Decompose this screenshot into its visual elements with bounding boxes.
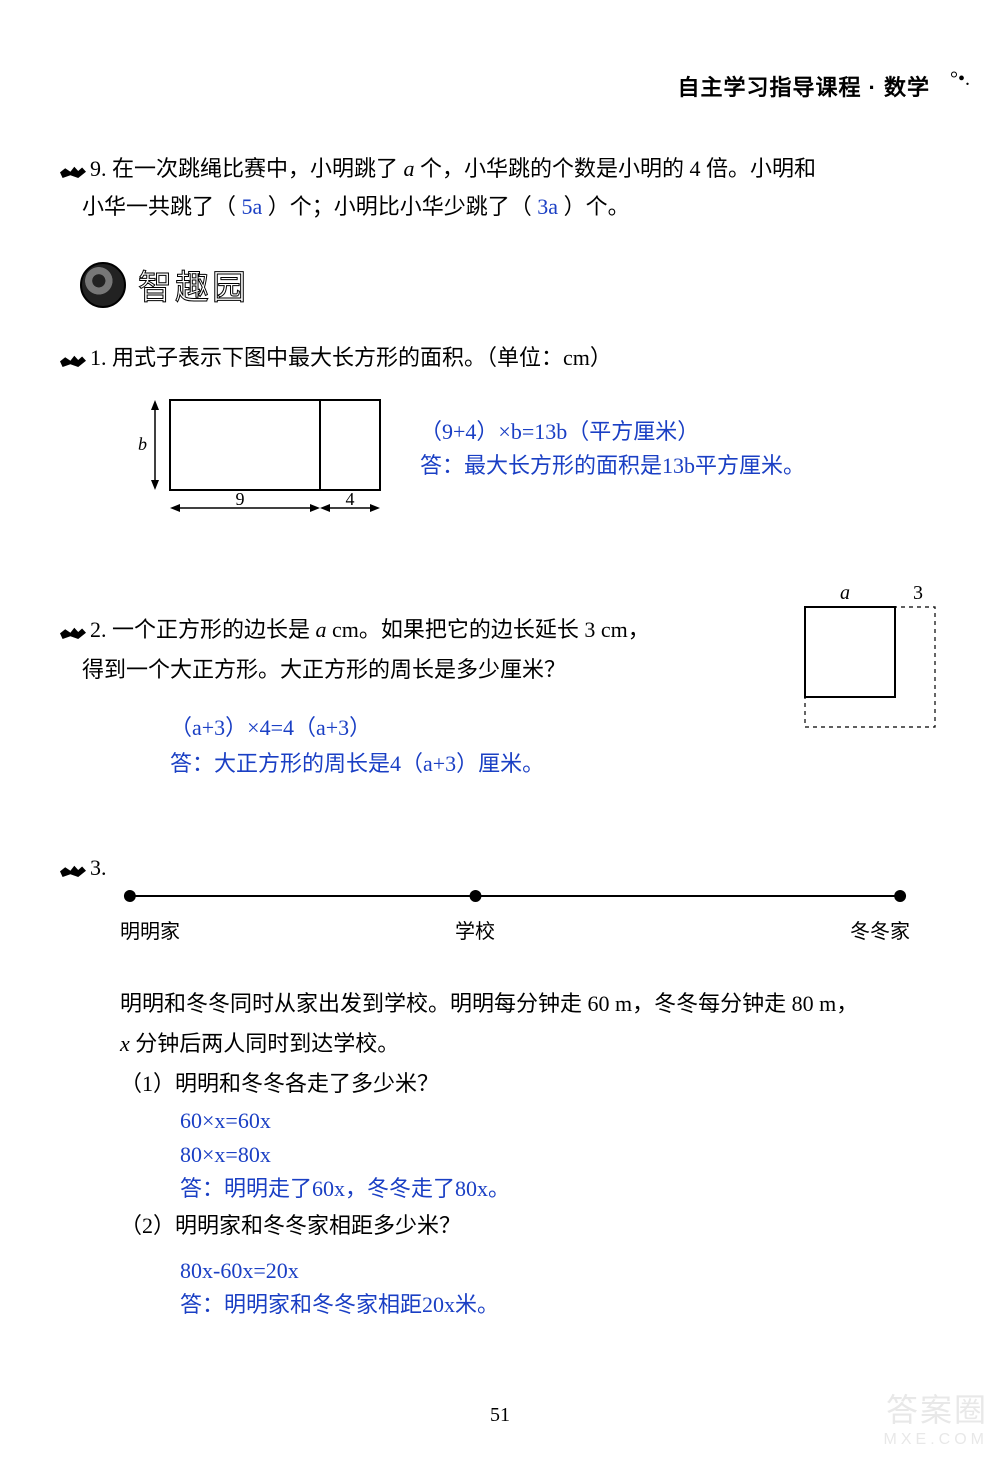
q1-text: 用式子表示下图中最大长方形的面积。（单位：cm） — [112, 345, 612, 370]
q3-s1-a2: 80×x=80x — [180, 1142, 271, 1167]
face-icon — [80, 262, 126, 308]
q3-labels: 明明家 学校 冬冬家 — [120, 915, 910, 944]
header-title: 自主学习指导课程 · 数学 — [677, 75, 930, 100]
q3-s1-a3: 答：明明走了60x，冬冬走了80x。 — [180, 1176, 510, 1201]
fig2-label-a: a — [840, 585, 850, 604]
page-root: 自主学习指导课程 · 数学 °•. 9. 在一次跳绳比赛中，小明跳了 a 个，小… — [0, 0, 1000, 1465]
watermark-big: 答案圈 — [886, 1392, 988, 1428]
q2-var-a: a — [316, 617, 327, 642]
q2-ans-1: （a+3）×4=4（a+3） — [170, 715, 371, 740]
zhiqu-title: 智趣园 — [138, 260, 249, 309]
q1-answer: （9+4）×b=13b（平方厘米） 答：最大长方形的面积是13b平方厘米。 — [420, 415, 970, 483]
q3-p2: 分钟后两人同时到达学校。 — [130, 1031, 400, 1056]
question-3: 3. 明明家 学校 冬冬家 明明和冬冬同时从家出发到学校。明明每分钟走 60 m… — [60, 855, 940, 1322]
fig-label-b: b — [138, 434, 147, 454]
q3-sub1-q: （1）明明和冬冬各走了多少米？ — [120, 1071, 439, 1096]
q9-text-a: 在一次跳绳比赛中，小明跳了 — [112, 156, 404, 181]
q3-sub2-ans: 80x-60x=20x 答：明明家和冬冬家相距20x米。 — [180, 1254, 910, 1322]
section-zhiquyuan: 智趣园 — [80, 260, 249, 309]
q3-sub2-q: （2）明明家和冬冬家相距多少米？ — [120, 1213, 461, 1238]
q2-text-b: cm。如果把它的边长延长 3 cm， — [327, 617, 650, 642]
q3-var-x: x — [120, 1031, 130, 1056]
q2-figure: a 3 — [795, 585, 945, 735]
q3-s1-a1: 60×x=60x — [180, 1108, 271, 1133]
q3-number-line — [120, 881, 910, 911]
q3-label-right: 冬冬家 — [850, 915, 910, 944]
question-2: 2. 一个正方形的边长是 a cm。如果把它的边长延长 3 cm， 得到一个大正… — [60, 610, 780, 690]
watermark: 答案圈 MXE.COM — [884, 1395, 988, 1455]
q2-ans-2: 答：大正方形的周长是4（a+3）厘米。 — [170, 751, 544, 776]
q2-text-a: 一个正方形的边长是 — [112, 617, 316, 642]
q3-sub1-ans: 60×x=60x 80×x=80x 答：明明走了60x，冬冬走了80x。 — [180, 1104, 910, 1206]
q1-ans-2: 答：最大长方形的面积是13b平方厘米。 — [420, 453, 805, 478]
page-number: 51 — [0, 1404, 1000, 1427]
bird-icon — [60, 164, 86, 178]
q9-answer-1: 5a — [242, 194, 263, 219]
fig-label-4: 4 — [346, 489, 355, 509]
q3-body: 明明和冬冬同时从家出发到学校。明明每分钟走 60 m，冬冬每分钟走 80 m， … — [120, 984, 910, 1322]
q3-p1: 明明和冬冬同时从家出发到学校。明明每分钟走 60 m，冬冬每分钟走 80 m， — [120, 991, 858, 1016]
q2-number: 2. — [90, 617, 107, 642]
watermark-small: MXE.COM — [884, 1425, 988, 1455]
bird-icon — [60, 625, 86, 639]
q3-label-left: 明明家 — [120, 915, 180, 944]
page-header: 自主学习指导课程 · 数学 — [677, 70, 930, 102]
q1-figure: b 9 4 — [130, 390, 390, 530]
q9-var-a: a — [404, 156, 415, 181]
q9-text-c: 小华一共跳了（ — [82, 194, 242, 219]
q3-label-mid: 学校 — [455, 915, 495, 944]
q9-text-d: ）个；小明比小华少跳了（ — [262, 194, 537, 219]
fig2-label-3: 3 — [913, 585, 923, 604]
bird-icon — [60, 863, 86, 877]
q3-s2-a2: 答：明明家和冬冬家相距20x米。 — [180, 1292, 499, 1317]
q9-text-e: ）个。 — [558, 194, 630, 219]
bird-icon — [60, 353, 86, 367]
fig-label-9: 9 — [236, 489, 245, 509]
q2-text-c: 得到一个大正方形。大正方形的周长是多少厘米？ — [82, 657, 566, 682]
decor-dots-icon: °•. — [950, 68, 970, 91]
q3-number: 3. — [90, 855, 107, 880]
q3-s2-a1: 80x-60x=20x — [180, 1258, 299, 1283]
q1-number: 1. — [90, 345, 107, 370]
q1-ans-1: （9+4）×b=13b（平方厘米） — [420, 419, 699, 444]
q9-number: 9. — [90, 156, 107, 181]
question-1: 1. 用式子表示下图中最大长方形的面积。（单位：cm） — [60, 340, 940, 372]
q9-text-b: 个，小华跳的个数是小明的 4 倍。小明和 — [415, 156, 817, 181]
q9-answer-2: 3a — [537, 194, 558, 219]
question-9: 9. 在一次跳绳比赛中，小明跳了 a 个，小华跳的个数是小明的 4 倍。小明和 … — [60, 150, 940, 226]
